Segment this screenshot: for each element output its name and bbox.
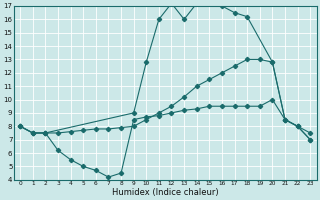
X-axis label: Humidex (Indice chaleur): Humidex (Indice chaleur) [112, 188, 219, 197]
